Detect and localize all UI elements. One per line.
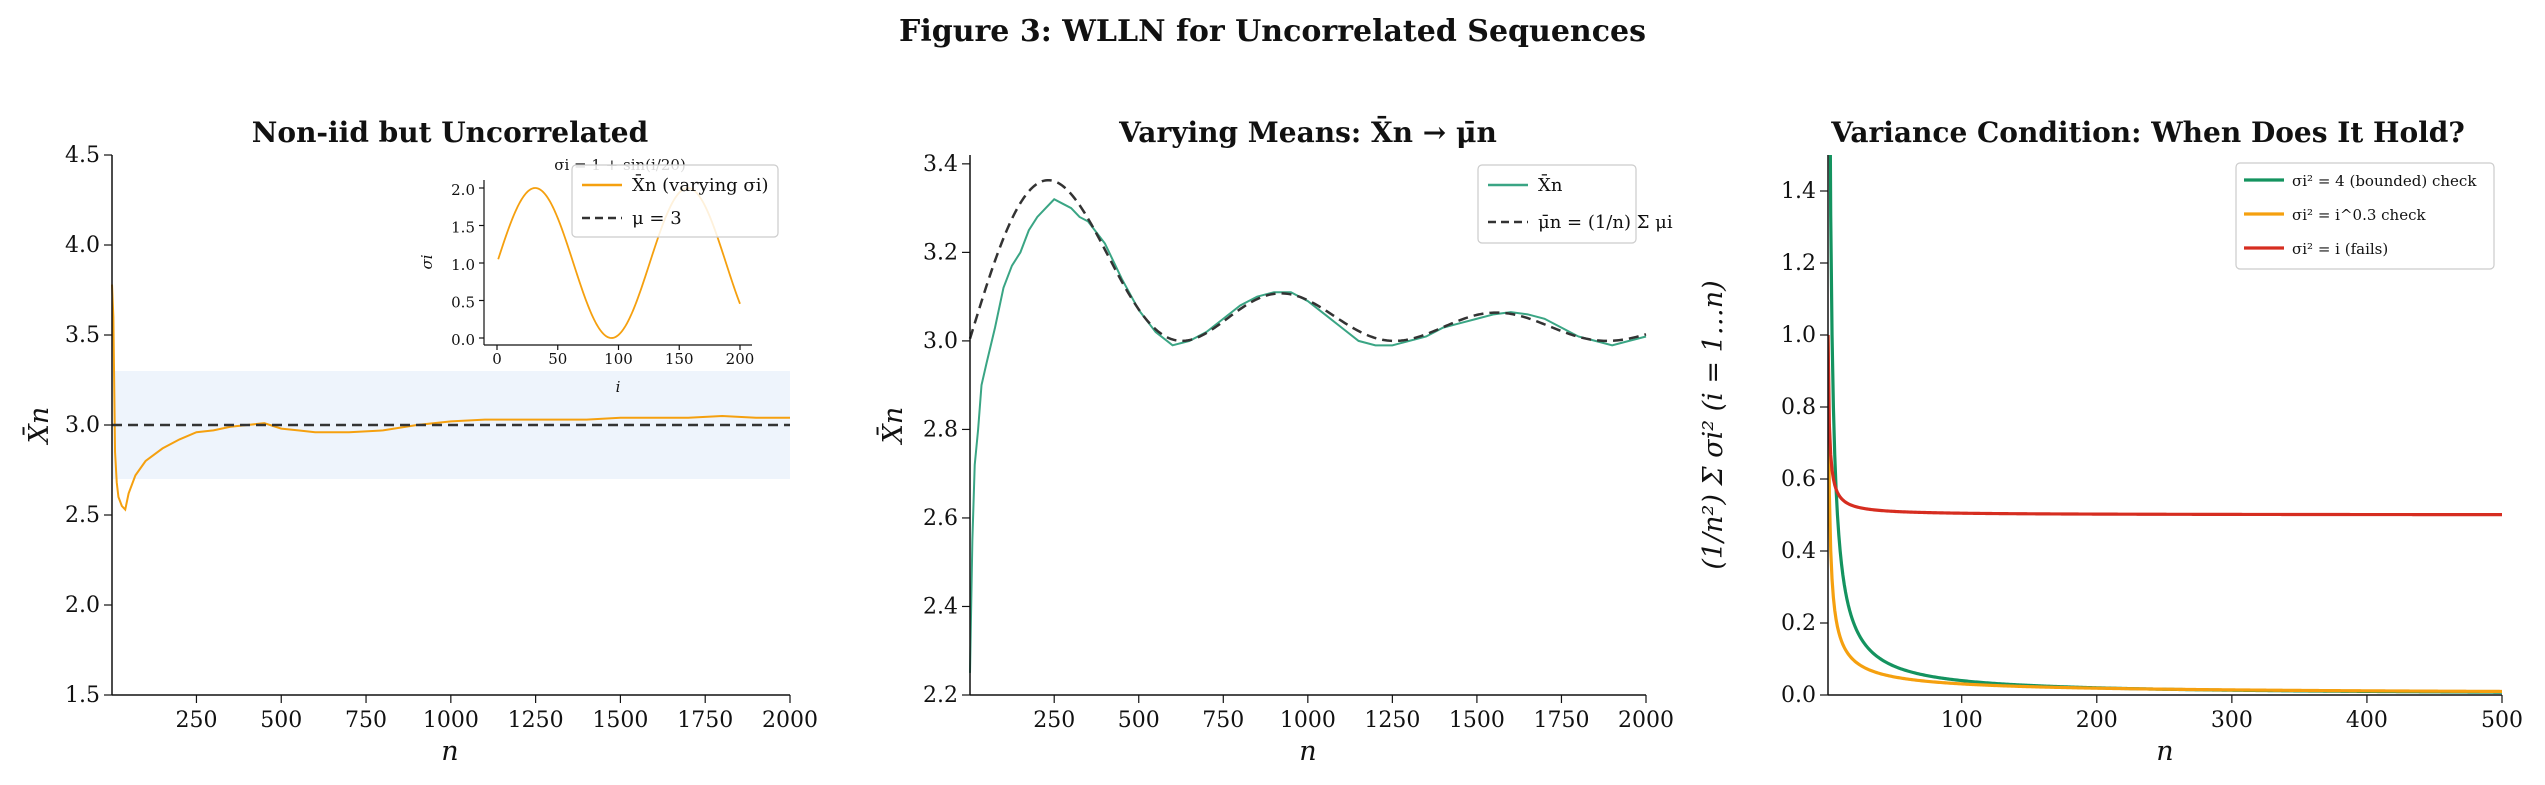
panel-3-ytick-label-5: 1.0 — [1781, 323, 1816, 348]
panel-2-legend-label-1: X̄n — [1538, 173, 1563, 196]
inset-y-ticks: 0.0 0.5 1.0 1.5 2.0 — [451, 181, 484, 349]
panel-2-xtick-label-7: 2000 — [1618, 708, 1674, 733]
panel-2-series-line — [969, 198, 1647, 673]
panel-1-xtick-label-5: 1500 — [592, 708, 648, 733]
panel-3-ytick-label-4: 0.8 — [1781, 395, 1816, 420]
inset-ytick-label-4: 2.0 — [451, 181, 475, 199]
panel-2-ytick-label-2: 2.6 — [923, 506, 958, 531]
panel-2-x-label: n — [1299, 736, 1316, 767]
panel-1-xtick-label-4: 1250 — [508, 708, 564, 733]
panel-2-mean-line — [968, 178, 1647, 343]
panel-3-legend-box — [2235, 162, 2495, 270]
panel-1-xtick-label-6: 1750 — [677, 708, 733, 733]
panel-3-title: Variance Condition: When Does It Hold? — [1830, 116, 2465, 149]
panel-2-x-ticks: 250 500 750 1000 1250 1500 1750 2000 — [1033, 695, 1674, 733]
panel-2-ytick-label-5: 3.2 — [923, 240, 958, 265]
panel-3-y-ticks: 0.0 0.2 0.4 0.6 0.8 1.0 1.2 1.4 — [1781, 179, 1828, 708]
inset-xtick-label-0: 0 — [492, 350, 502, 368]
panel-3-ytick-label-1: 0.2 — [1781, 611, 1816, 636]
panel-2-xtick-label-2: 750 — [1202, 708, 1244, 733]
inset-xtick-label-4: 200 — [726, 350, 755, 368]
inset-xtick-label-1: 50 — [548, 350, 567, 368]
inset-x-label: i — [616, 378, 621, 396]
panel-2-ytick-label-3: 2.8 — [923, 417, 958, 442]
panel-1-ytick-label-4: 3.5 — [65, 323, 100, 348]
panel-2-xtick-label-0: 250 — [1033, 708, 1075, 733]
inset-ytick-label-2: 1.0 — [451, 256, 475, 274]
panel-3-xtick-label-1: 200 — [2076, 708, 2118, 733]
panel-1-xtick-label-2: 750 — [345, 708, 387, 733]
panel-2-xtick-label-3: 1000 — [1280, 708, 1336, 733]
panel-1-y-ticks: 1.5 2.0 2.5 3.0 3.5 4.0 4.5 — [65, 143, 112, 708]
panel-1-ytick-label-0: 1.5 — [65, 683, 100, 708]
panel-1-ytick-label-3: 3.0 — [65, 413, 100, 438]
panel-3-xtick-label-0: 100 — [1941, 708, 1983, 733]
panel-2: Varying Means: X̄n → μ̄n 2.2 2.4 2.6 2.8 3.0… — [875, 115, 1674, 767]
panel-1-x-ticks: 250 500 750 1000 1250 1500 1750 2000 — [175, 695, 818, 733]
panel-2-ytick-label-6: 3.4 — [923, 152, 958, 177]
panel-1-legend-label-2: μ = 3 — [632, 208, 682, 229]
panel-2-xtick-label-4: 1250 — [1364, 708, 1420, 733]
panel-3-series-bounded — [1828, 155, 2502, 694]
inset-ytick-label-0: 0.0 — [451, 331, 475, 349]
panel-1-x-label: n — [441, 736, 458, 767]
panel-3-legend-label-2: σi² = i^0.3 check — [2292, 206, 2426, 224]
panel-1: Non-iid but Uncorrelated 1.5 2.0 2.5 3.0 3.5… — [21, 116, 818, 767]
panel-2-xtick-label-5: 1500 — [1449, 708, 1505, 733]
panel-2-ytick-label-1: 2.4 — [923, 594, 958, 619]
panel-3-x-label: n — [2156, 736, 2173, 767]
panel-2-ytick-label-4: 3.0 — [923, 329, 958, 354]
panel-1-xtick-label-3: 1000 — [423, 708, 479, 733]
figure-title: Figure 3: WLLN for Uncorrelated Sequence… — [899, 14, 1646, 49]
panel-1-ytick-label-6: 4.5 — [65, 143, 100, 168]
panel-3: Variance Condition: When Does It Hold? 0… — [1698, 116, 2523, 767]
panel-3-xtick-label-3: 400 — [2346, 708, 2388, 733]
panel-3-legend: σi² = 4 (bounded) check σi² = i^0.3 chec… — [2235, 162, 2495, 270]
inset-xtick-label-3: 150 — [665, 350, 694, 368]
panel-3-xtick-label-4: 500 — [2481, 708, 2523, 733]
inset-xtick-label-2: 100 — [604, 350, 633, 368]
panel-2-legend-label-2: μ̄n = (1/n) Σ μi — [1538, 212, 1673, 233]
panel-3-ytick-label-7: 1.4 — [1781, 179, 1816, 204]
panel-3-xtick-label-2: 300 — [2211, 708, 2253, 733]
panel-3-series-fails — [1828, 334, 2502, 517]
panel-1-xtick-label-1: 500 — [260, 708, 302, 733]
panel-1-legend-box — [571, 164, 779, 238]
panel-1-xtick-label-7: 2000 — [762, 708, 818, 733]
panel-3-series-power — [1828, 334, 2502, 694]
inset-ytick-label-3: 1.5 — [451, 219, 475, 237]
panel-1-ytick-label-5: 4.0 — [65, 233, 100, 258]
panel-2-title: Varying Means: X̄n → μ̄n — [1118, 115, 1497, 149]
panel-1-title: Non-iid but Uncorrelated — [252, 116, 648, 149]
panel-2-legend: X̄n μ̄n = (1/n) Σ μi — [1477, 164, 1673, 244]
panel-2-xtick-label-6: 1750 — [1533, 708, 1589, 733]
inset-ytick-label-1: 0.5 — [451, 294, 475, 312]
panel-2-y-ticks: 2.2 2.4 2.6 2.8 3.0 3.2 3.4 — [923, 152, 970, 708]
inset-y-label: σi — [418, 254, 436, 269]
panel-3-y-label: (1/n²) Σ σi² (i = 1…n) — [1698, 280, 1729, 569]
panel-2-y-label: X̄n — [875, 407, 909, 446]
panel-3-ytick-label-0: 0.0 — [1781, 683, 1816, 708]
panel-3-x-ticks: 100 200 300 400 500 — [1941, 695, 2523, 733]
panel-3-legend-label-1: σi² = 4 (bounded) check — [2292, 172, 2477, 190]
panel-1-xtick-label-0: 250 — [175, 708, 217, 733]
inset-x-ticks: 0 50 100 150 200 — [492, 345, 754, 368]
panel-1-y-label: X̄n — [21, 407, 55, 446]
panel-2-ytick-label-0: 2.2 — [923, 683, 958, 708]
panel-3-ytick-label-6: 1.2 — [1781, 251, 1816, 276]
panel-1-ytick-label-1: 2.0 — [65, 593, 100, 618]
panel-2-xtick-label-1: 500 — [1118, 708, 1160, 733]
panel-1-legend: X̄n (varying σi) μ = 3 — [571, 164, 779, 238]
panel-1-ytick-label-2: 2.5 — [65, 503, 100, 528]
panel-3-ytick-label-3: 0.6 — [1781, 467, 1816, 492]
panel-3-legend-label-3: σi² = i (fails) — [2292, 240, 2388, 258]
panel-1-legend-label-1: X̄n (varying σi) — [632, 173, 769, 196]
panel-3-ytick-label-2: 0.4 — [1781, 539, 1816, 564]
